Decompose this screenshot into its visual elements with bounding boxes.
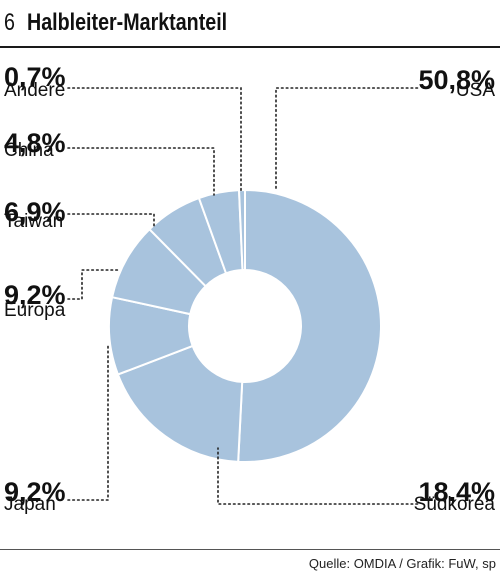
leader-europa: [67, 269, 119, 300]
value-label-andere: 0,7%: [4, 62, 66, 92]
footer-rule: [0, 549, 500, 550]
title-bar: 6 Halbleiter-Marktanteil: [0, 0, 500, 48]
chart-title: Halbleiter-Marktanteil: [27, 9, 228, 36]
category-label-europa: Europa: [4, 300, 66, 321]
value-label-usa: 50,8%: [418, 65, 495, 95]
slice-labels: 50,8%USA18,4%Südkorea9,2%Japan9,2%Europa…: [4, 62, 495, 515]
leader-usa: [275, 87, 419, 191]
value-label-japan: 9,2%: [4, 477, 66, 507]
source-note: Quelle: OMDIA / Grafik: FuW, sp: [308, 556, 496, 571]
leader-sudkorea: [217, 447, 419, 505]
leader-china: [67, 147, 215, 196]
slice-usa: [237, 188, 382, 463]
figure-number: 6: [4, 9, 15, 36]
leader-lines: [67, 87, 419, 505]
category-label-china: China: [4, 140, 54, 161]
value-label-china: 4,8%: [4, 128, 66, 158]
value-label-sudkorea: 18,4%: [418, 477, 495, 507]
value-label-taiwan: 6,9%: [4, 197, 66, 227]
leader-taiwan: [67, 213, 155, 227]
slice-sudkorea: [116, 344, 244, 463]
leader-japan: [67, 345, 109, 501]
leader-andere: [67, 87, 242, 193]
value-label-europa: 9,2%: [4, 280, 66, 310]
category-label-japan: Japan: [4, 494, 56, 515]
category-label-taiwan: Taiwan: [4, 211, 63, 232]
category-label-sudkorea: Südkorea: [414, 494, 496, 515]
donut-slices: [108, 188, 382, 463]
category-label-andere: Andere: [4, 80, 65, 101]
category-label-usa: USA: [456, 80, 495, 101]
